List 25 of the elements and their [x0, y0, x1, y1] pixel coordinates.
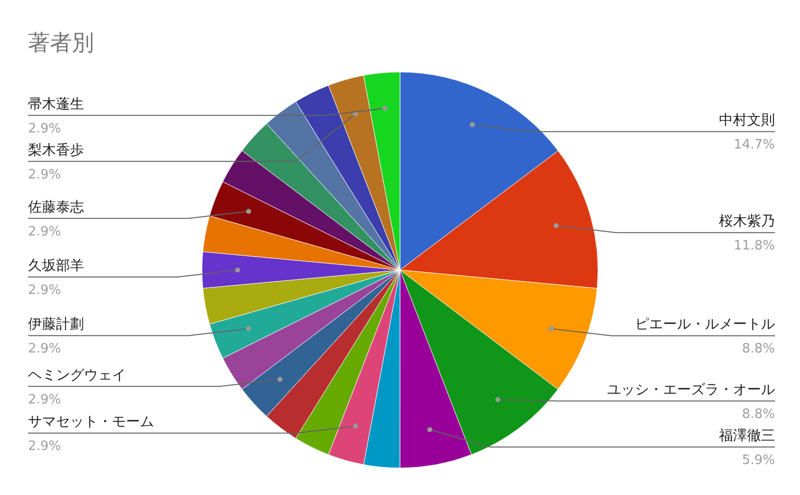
data-label: 2.9%	[28, 121, 62, 136]
data-label: 2.9%	[28, 282, 62, 298]
data-label: 2.9%	[28, 167, 62, 182]
data-label: 8.8%	[742, 407, 775, 422]
data-label: 5.9%	[742, 453, 775, 468]
slice-label: 中村文則	[719, 112, 775, 129]
slice-label: ユッシ・エーズラ・オール	[607, 382, 775, 398]
slice-label: サマセット・モーム	[28, 414, 154, 430]
slice-label: 梨木香歩	[28, 142, 84, 158]
slice-label: 久坂部羊	[28, 258, 84, 274]
chart-title: 著者別	[28, 31, 94, 56]
data-label: 2.9%	[28, 439, 62, 454]
slice-label: 福澤徹三	[719, 428, 775, 444]
slice-label: ヘミングウェイ	[28, 367, 126, 384]
data-label: 8.8%	[742, 342, 775, 357]
slice-label: 桜木紫乃	[719, 214, 775, 230]
slice-label: 佐藤泰志	[28, 199, 84, 216]
data-label: 11.8%	[734, 238, 775, 254]
data-label: 2.9%	[28, 392, 62, 408]
slice-label: 帚木蓬生	[28, 96, 84, 112]
data-label: 14.7%	[734, 138, 775, 153]
data-label: 2.9%	[28, 342, 62, 357]
slice-label: ピエール・ルメートル	[635, 316, 775, 333]
data-label: 2.9%	[28, 224, 62, 240]
slice-label: 伊藤計劃	[28, 316, 84, 333]
